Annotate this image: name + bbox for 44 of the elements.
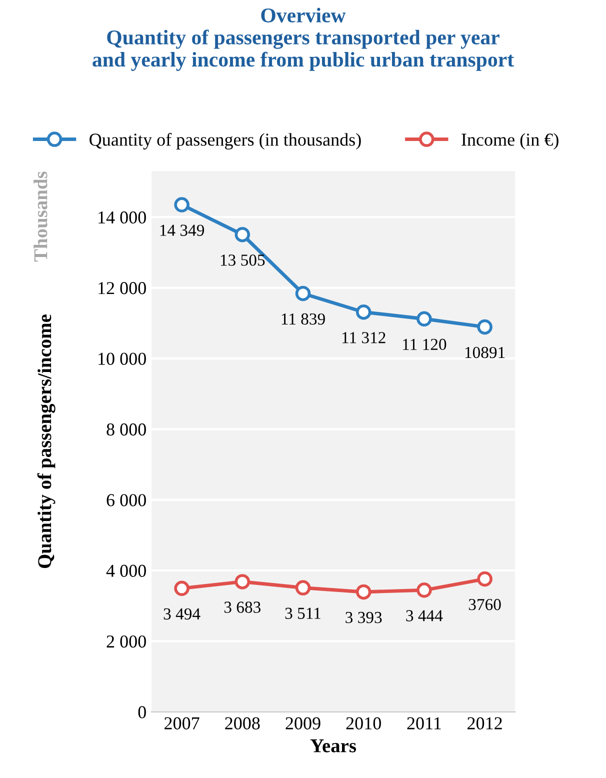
chart-title: Overview Quantity of passengers transported per year and yearly income from public urban transport: [92, 8, 514, 71]
x-tick-label: 2010: [346, 717, 381, 730]
point: [174, 197, 190, 212]
data-label: 3 494: [164, 608, 200, 620]
point: [477, 319, 492, 335]
point: [234, 226, 250, 242]
point: [174, 580, 190, 596]
point: [234, 574, 250, 590]
y-tick-label: 4 000: [106, 564, 146, 577]
y-tick-label: 2 000: [106, 635, 146, 648]
data-label: 11 312: [342, 332, 386, 344]
data-label: 3 444: [406, 610, 443, 622]
x-tick-label: 2011: [407, 717, 441, 730]
x-axis-title: Years: [310, 739, 356, 752]
point: [416, 311, 432, 327]
y-tick-label: 0: [138, 706, 146, 718]
y-tick-label: 6 000: [106, 494, 146, 506]
data-label: 3 683: [224, 602, 260, 613]
y-tick-label: 14 000: [98, 211, 146, 224]
data-label: 3 511: [285, 608, 320, 619]
y-tick-label: 8 000: [106, 423, 146, 436]
y-axis-title: Quantity of passengers/income: [37, 314, 56, 568]
x-tick-label: 2009: [286, 717, 320, 730]
x-tick-label: 2008: [225, 717, 260, 730]
data-label: 10891: [465, 346, 505, 358]
y-tick-label: 10 000: [98, 352, 146, 365]
data-label: 14 349: [160, 224, 204, 236]
text: Thousands: [34, 172, 48, 262]
point: [356, 304, 372, 320]
data-label: 3760: [468, 598, 501, 610]
x-tick-label: 2007: [164, 717, 200, 730]
data-label: 11 839: [282, 313, 325, 325]
y-tick-label: 12 000: [98, 282, 146, 294]
data-label: 11 120: [403, 338, 446, 350]
point: [356, 584, 372, 600]
point: [295, 580, 311, 596]
point: [416, 582, 432, 598]
data-label: 13 505: [220, 254, 265, 266]
legend-label: Quantity of passengers (in thousands): [90, 132, 361, 150]
x-tick-label: 2012: [468, 717, 502, 730]
legend-label: Income (in €): [462, 133, 558, 150]
point: [477, 571, 492, 587]
point: [295, 286, 311, 302]
data-label: 3 393: [346, 612, 382, 624]
